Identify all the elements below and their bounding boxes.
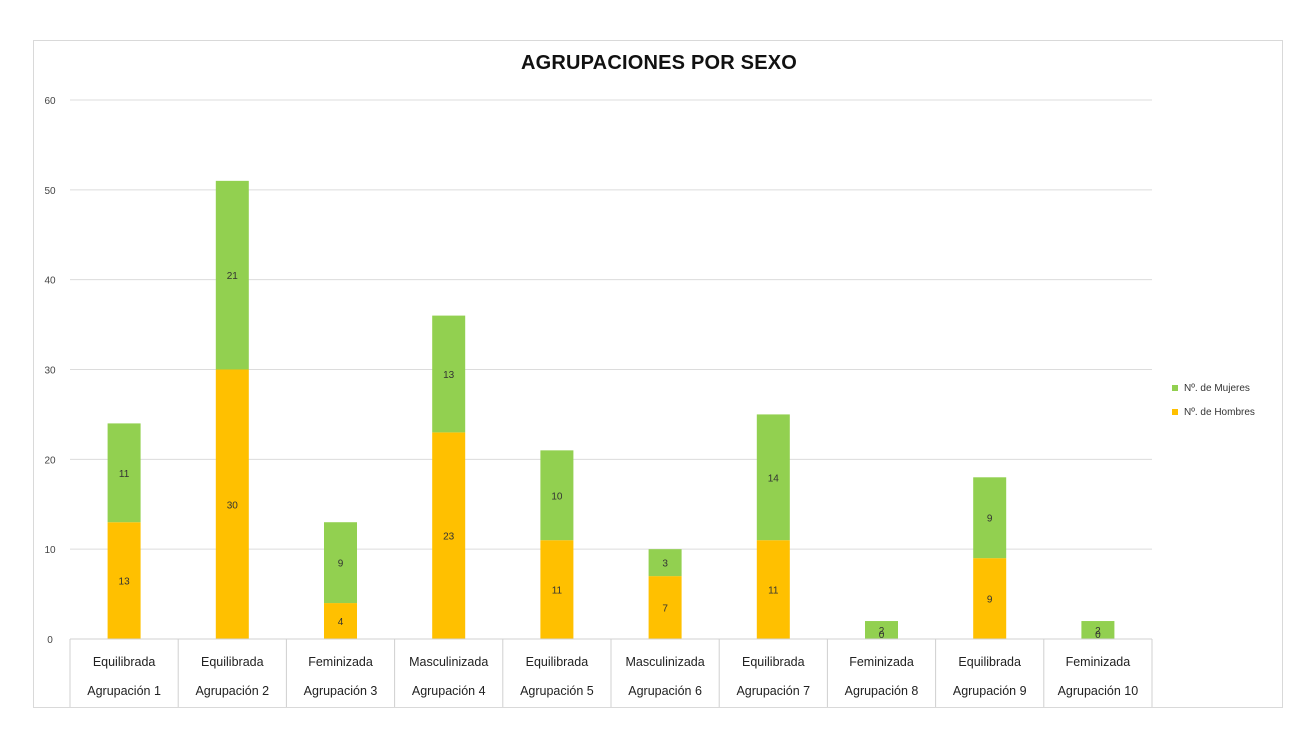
legend-item: Nº. de Mujeres [1172,376,1255,400]
data-label: 0 [879,630,885,641]
bar-segment [756,414,790,541]
legend-swatch [1172,385,1178,391]
legend-label: Nº. de Mujeres [1184,382,1250,394]
data-label: 9 [987,595,993,606]
bar-segment [540,450,574,541]
category-name-label: Agrupación 5 [520,684,594,698]
bar-segment [324,603,357,639]
data-label: 11 [119,469,130,480]
data-label: 2 [1095,626,1101,637]
bar-segment [865,621,898,639]
category-type-label: Equilibrada [201,655,264,669]
data-label: 23 [443,532,455,543]
data-label: 7 [662,604,668,615]
bar-segment [973,558,1007,639]
y-tick-label: 40 [44,276,56,287]
bar-segment [107,423,141,523]
category-type-label: Masculinizada [625,655,704,669]
category-name-label: Agrupación 4 [412,684,486,698]
bar-segment [215,180,249,370]
category-type-label: Feminizada [1066,655,1131,669]
category-name-label: Agrupación 9 [953,684,1027,698]
category-type-label: Feminizada [308,655,373,669]
category-name-label: Agrupación 6 [628,684,702,698]
bar-segment [107,522,141,639]
chart-title: AGRUPACIONES POR SEXO [520,52,798,74]
bar-segment [540,540,574,639]
bar-segment [432,315,466,433]
data-label: 2 [879,626,885,637]
y-tick-label: 50 [44,186,56,197]
data-label: 4 [338,617,344,628]
bar-segment [648,576,682,639]
bar-segment [648,549,682,577]
data-label: 13 [443,370,455,381]
category-name-label: Agrupación 2 [195,684,269,698]
category-name-label: Agrupación 10 [1058,684,1139,698]
data-label: 11 [552,586,563,597]
y-tick-label: 10 [44,545,56,556]
category-name-label: Agrupación 7 [736,684,810,698]
category-name-label: Agrupación 8 [845,684,919,698]
category-type-label: Feminizada [849,655,914,669]
y-tick-label: 20 [44,455,56,466]
data-label: 14 [768,473,780,484]
data-label: 11 [768,586,779,597]
category-type-label: Equilibrada [526,655,589,669]
data-label: 9 [338,559,344,570]
category-name-label: Agrupación 3 [304,684,378,698]
y-tick-label: 60 [44,96,56,107]
category-name-label: Agrupación 1 [87,684,161,698]
legend-swatch [1172,409,1178,415]
bar-segment [756,540,790,639]
data-label: 0 [1095,630,1101,641]
bar-segment [432,432,466,639]
legend-item: Nº. de Hombres [1172,400,1255,424]
category-type-label: Masculinizada [409,655,488,669]
data-label: 9 [987,514,993,525]
data-label: 21 [227,271,239,282]
category-type-label: Equilibrada [958,655,1021,669]
data-label: 3 [662,559,668,570]
bar-segment [215,369,249,639]
category-type-label: Equilibrada [93,655,156,669]
y-tick-label: 30 [44,366,56,377]
legend-label: Nº. de Hombres [1184,406,1255,418]
chart-legend: Nº. de Mujeres Nº. de Hombres [1172,376,1255,424]
y-tick-label: 0 [47,635,53,646]
data-label: 10 [551,491,563,502]
data-label: 13 [119,577,131,588]
bar-segment [324,522,357,604]
category-type-label: Equilibrada [742,655,805,669]
bar-segment [973,477,1007,559]
bar-segment [1081,621,1115,639]
data-label: 30 [227,500,239,511]
